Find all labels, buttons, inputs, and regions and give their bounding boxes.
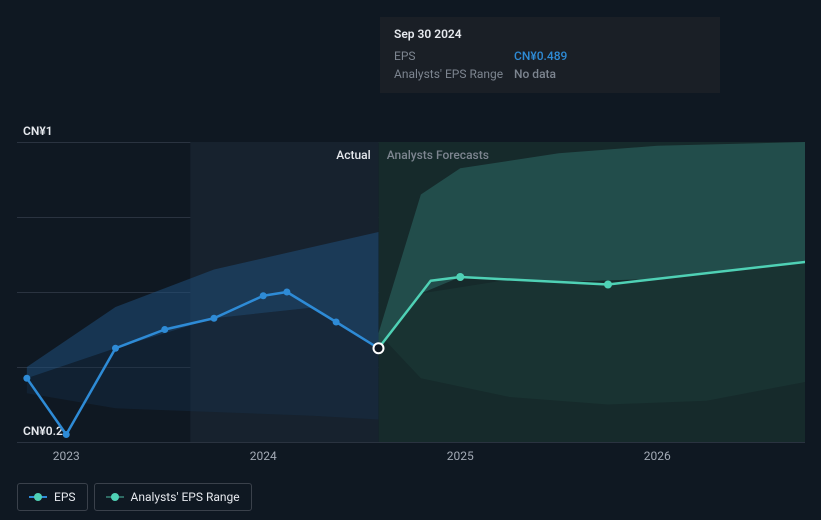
tooltip-label: EPS (394, 49, 514, 63)
legend: EPS Analysts' EPS Range (17, 483, 252, 511)
legend-label: EPS (54, 490, 76, 504)
x-axis-label: 2025 (447, 449, 474, 463)
tooltip-value: CN¥0.489 (514, 49, 567, 63)
legend-item[interactable]: EPS (17, 483, 88, 511)
x-axis-label: 2023 (53, 449, 80, 463)
tooltip-row: EPSCN¥0.489 (394, 47, 706, 65)
legend-swatch-icon (106, 493, 124, 501)
y-axis-label: CN¥1 (23, 124, 53, 138)
x-axis-label: 2026 (644, 449, 671, 463)
tooltip-value: No data (514, 67, 556, 81)
eps-chart: CN¥1CN¥0.2 ActualAnalysts Forecasts 2023… (0, 0, 821, 520)
tooltip: Sep 30 2024 EPSCN¥0.489Analysts' EPS Ran… (380, 17, 720, 93)
tooltip-row: Analysts' EPS RangeNo data (394, 65, 706, 83)
legend-swatch-icon (29, 493, 47, 501)
chart-svg (17, 142, 805, 442)
actual-section-label: Actual (336, 148, 370, 162)
gridline (17, 442, 805, 443)
legend-label: Analysts' EPS Range (131, 490, 240, 504)
forecast-section-label: Analysts Forecasts (387, 148, 489, 162)
legend-item[interactable]: Analysts' EPS Range (94, 483, 252, 511)
tooltip-date: Sep 30 2024 (394, 27, 706, 41)
plot-area[interactable] (17, 142, 805, 442)
tooltip-label: Analysts' EPS Range (394, 67, 514, 81)
x-axis-label: 2024 (250, 449, 277, 463)
